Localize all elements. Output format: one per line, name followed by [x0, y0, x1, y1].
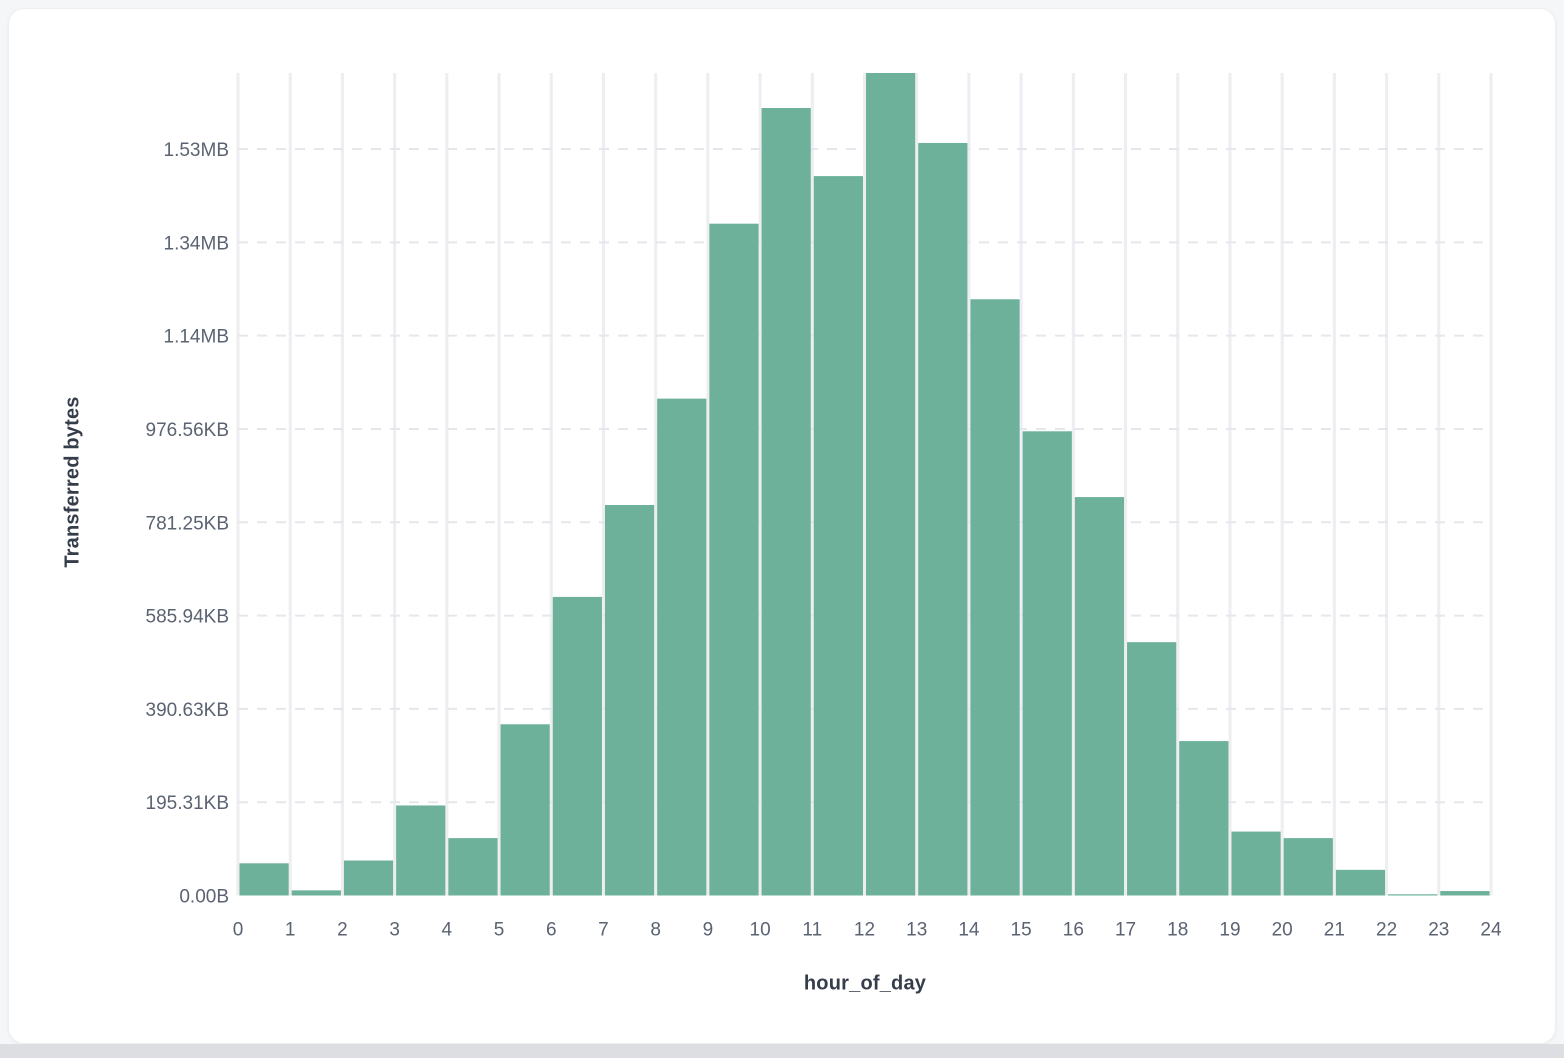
- x-tick-label: 5: [494, 920, 505, 941]
- histogram-bar[interactable]: [813, 176, 863, 896]
- chart-card: 0.00B 195.31KB 390.63KB 585.94KB 781.25KB 976…: [8, 8, 1556, 1044]
- x-tick-label: 18: [1167, 920, 1188, 941]
- histogram-bar[interactable]: [866, 73, 916, 896]
- x-tick-label: 9: [703, 920, 714, 941]
- y-tick-label: 781.25KB: [146, 513, 229, 534]
- y-tick-label: 0.00B: [179, 887, 229, 908]
- histogram-bar[interactable]: [604, 505, 655, 896]
- x-tick-label: 2: [337, 920, 348, 941]
- bottom-edge-strip: [0, 1044, 1564, 1058]
- histogram-bar[interactable]: [448, 838, 498, 896]
- histogram-bar[interactable]: [500, 724, 550, 896]
- y-axis-title: Transferred bytes: [61, 396, 84, 568]
- histogram-bar[interactable]: [1335, 869, 1386, 896]
- histogram-bar[interactable]: [1231, 831, 1281, 896]
- histogram-bar[interactable]: [396, 805, 446, 896]
- x-tick-label: 17: [1115, 920, 1136, 941]
- y-tick-label: 1.34MB: [164, 233, 229, 254]
- histogram-bar[interactable]: [291, 890, 341, 896]
- x-tick-label: 3: [389, 920, 400, 941]
- x-tick-label: 10: [750, 920, 771, 941]
- x-tick-label: 7: [598, 920, 609, 941]
- histogram-bar[interactable]: [761, 107, 811, 896]
- histogram-bar[interactable]: [552, 596, 602, 896]
- histogram-bar[interactable]: [1388, 894, 1438, 896]
- histogram-bar[interactable]: [1179, 741, 1229, 896]
- histogram-bar[interactable]: [1074, 497, 1125, 896]
- x-tick-label: 24: [1480, 920, 1502, 941]
- y-tick-label: 1.53MB: [164, 140, 229, 161]
- histogram-bar[interactable]: [343, 860, 394, 896]
- x-tick-label: 4: [442, 920, 453, 941]
- x-axis-title: hour_of_day: [803, 972, 927, 995]
- histogram-bar[interactable]: [1283, 838, 1333, 896]
- x-tick-label: 15: [1011, 920, 1032, 941]
- histogram-bar[interactable]: [970, 299, 1020, 896]
- y-tick-label: 195.31KB: [146, 793, 229, 814]
- histogram-bar[interactable]: [657, 398, 707, 896]
- x-tick-label: 16: [1063, 920, 1084, 941]
- x-tick-label: 1: [285, 920, 296, 941]
- histogram-bar[interactable]: [1022, 431, 1072, 896]
- x-tick-label: 19: [1219, 920, 1240, 941]
- x-tick-label: 23: [1428, 920, 1449, 941]
- y-tick-label: 1.14MB: [164, 327, 229, 348]
- x-tick-label: 13: [906, 920, 927, 941]
- histogram-bar[interactable]: [1440, 891, 1490, 896]
- x-tick-label: 6: [546, 920, 557, 941]
- x-tick-label: 14: [958, 920, 980, 941]
- x-tick-label: 8: [650, 920, 661, 941]
- x-tick-label: 22: [1376, 920, 1397, 941]
- histogram-bar[interactable]: [1127, 642, 1177, 896]
- x-tick-label: 0: [233, 920, 244, 941]
- histogram-bar[interactable]: [918, 142, 968, 896]
- x-tick-label: 20: [1272, 920, 1293, 941]
- x-tick-label: 12: [854, 920, 875, 941]
- x-tick-label: 21: [1324, 920, 1345, 941]
- transferred-bytes-histogram: 0.00B195.31KB390.63KB585.94KB781.25KB976…: [146, 73, 1502, 941]
- x-tick-label: 11: [802, 920, 822, 941]
- y-tick-label: 585.94KB: [146, 607, 229, 628]
- y-tick-label: 390.63KB: [146, 700, 229, 721]
- histogram-bar[interactable]: [709, 223, 759, 896]
- y-tick-label: 976.56KB: [146, 420, 229, 441]
- histogram-bar[interactable]: [239, 863, 289, 896]
